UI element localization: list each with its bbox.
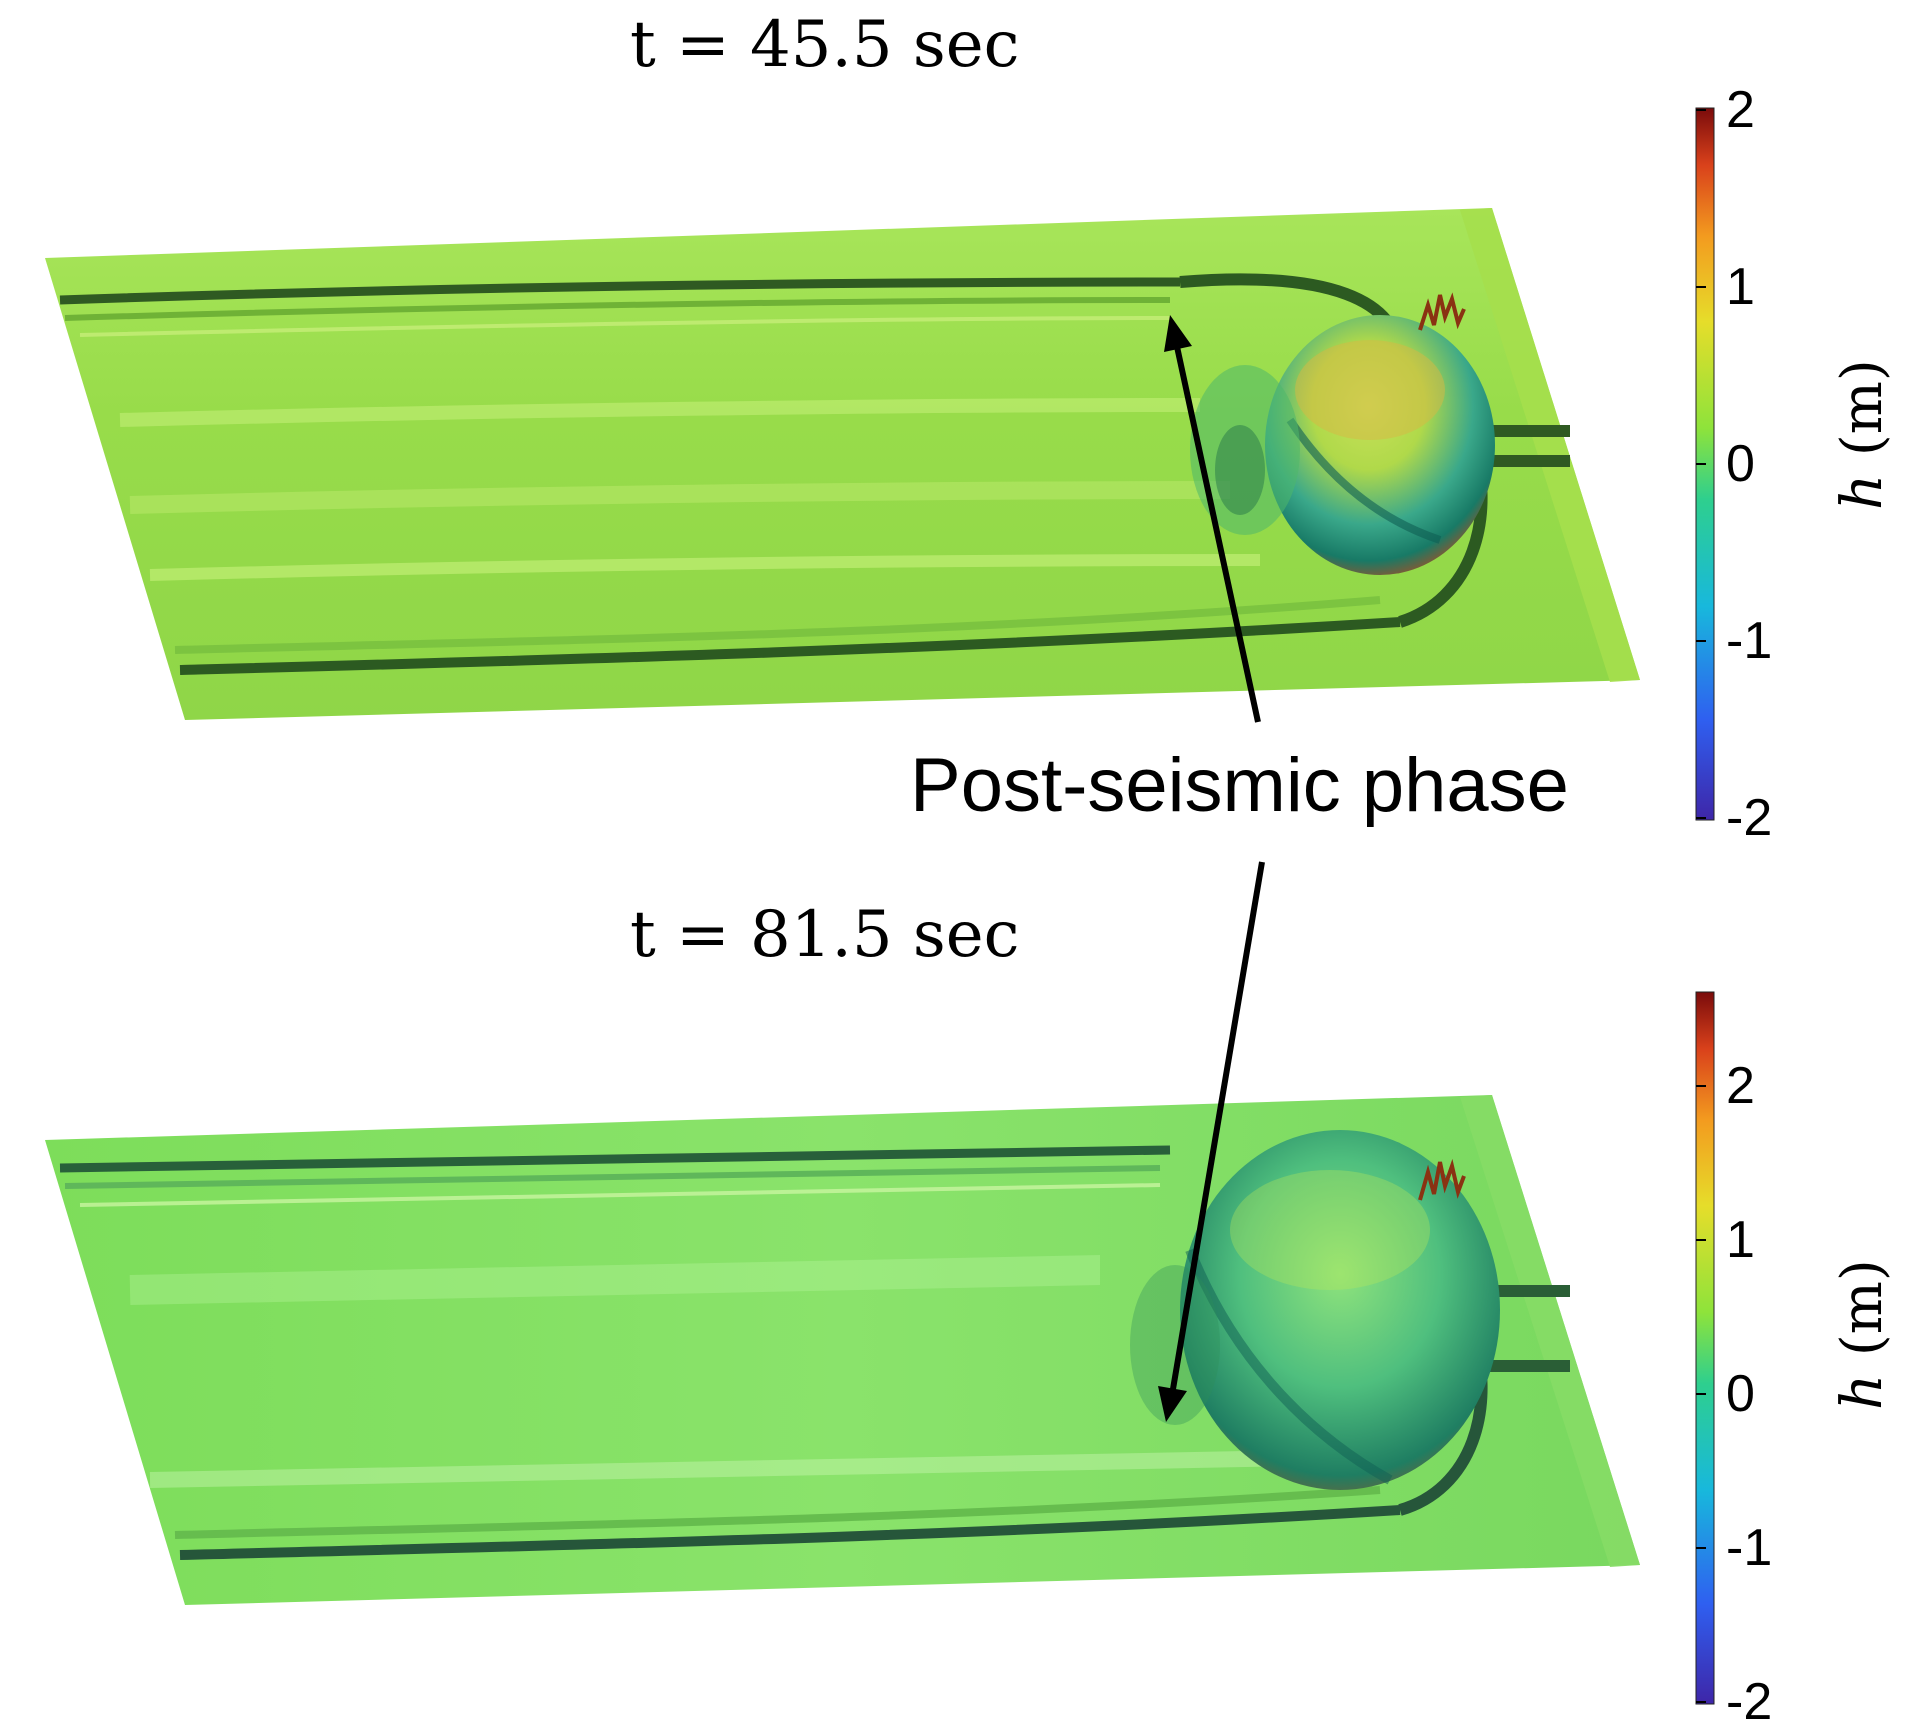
colorbar-2-tick: 1 <box>1726 1211 1755 1269</box>
colorbar-1-tick: 2 <box>1726 81 1755 139</box>
colorbar-1-title-symbol: h <box>1830 473 1895 510</box>
colorbar-1-title-unit: (m) <box>1830 359 1895 457</box>
colorbar-2-tick: -1 <box>1726 1519 1773 1577</box>
colorbar-1-tick: -2 <box>1726 789 1773 847</box>
surface-plot-1 <box>45 208 1640 720</box>
colorbar-1-title: h (m) <box>1830 359 1895 510</box>
colorbar-2 <box>1695 991 1715 1705</box>
time-label-2: t = 81.5 sec <box>630 898 1020 972</box>
colorbar-2-title-symbol: h <box>1830 1373 1895 1410</box>
annotation-arrows <box>1158 315 1265 1422</box>
colorbar-2-title-unit: (m) <box>1830 1259 1895 1357</box>
colorbar-1 <box>1695 107 1715 821</box>
colorbar-1-tick: -1 <box>1726 612 1773 670</box>
colorbar-2-bar <box>1695 991 1715 1705</box>
colorbar-1-tick: 0 <box>1726 435 1755 493</box>
colorbar-1-tick: 1 <box>1726 258 1755 316</box>
colorbar-2-tick: -2 <box>1726 1673 1773 1731</box>
time-label-1: t = 45.5 sec <box>630 8 1020 82</box>
surface-plot-2 <box>45 1095 1640 1605</box>
colorbar-2-tick: 0 <box>1726 1365 1755 1423</box>
annotation-label: Post-seismic phase <box>910 743 1569 828</box>
colorbar-2-tick: 2 <box>1726 1057 1755 1115</box>
colorbar-2-title: h (m) <box>1830 1259 1895 1410</box>
